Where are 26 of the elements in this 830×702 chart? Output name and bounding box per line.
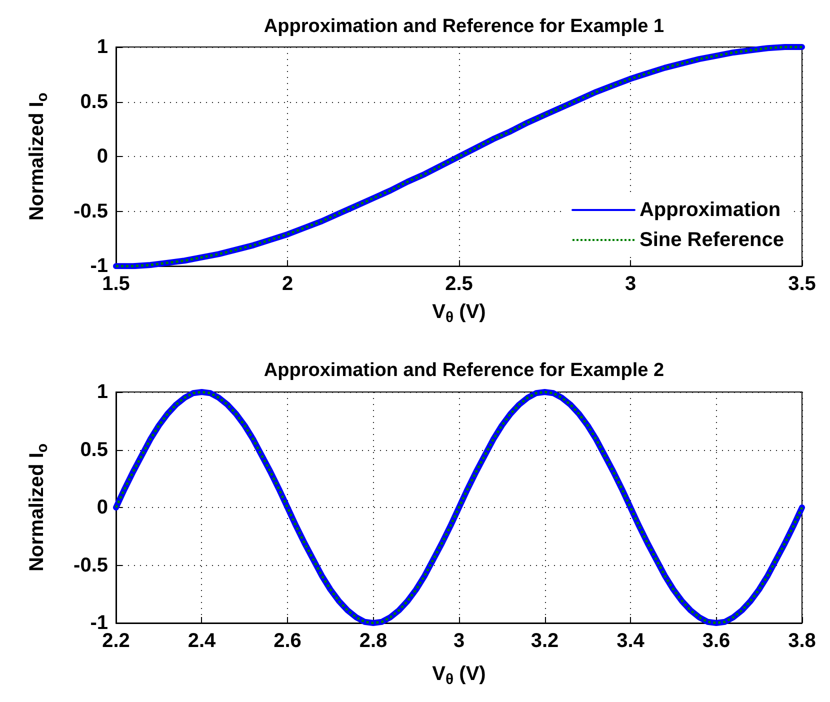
y-tick-label: 1	[96, 381, 108, 403]
chart-title: Approximation and Reference for Example 1	[264, 16, 665, 37]
legend-label: Approximation	[639, 199, 781, 221]
x-tick-label: 2.6	[274, 630, 302, 652]
x-tick-label: 3	[453, 630, 465, 652]
y-tick-label: 0	[96, 146, 108, 168]
x-tick-label: 2	[282, 273, 294, 296]
y-tick-label: -0.5	[74, 554, 108, 576]
x-tick-label: 3	[624, 273, 636, 296]
x-tick-label: 3.2	[530, 630, 559, 652]
y-axis-title: Normalized Io	[26, 92, 51, 221]
x-tick-label: 2.4	[188, 630, 217, 652]
x-tick-label: 2.5	[445, 273, 473, 296]
x-tick-label: 3.5	[788, 273, 816, 296]
y-axis-title: Normalized Io	[26, 443, 51, 572]
y-tick-label: 0	[96, 496, 108, 518]
x-tick-label: 3.4	[616, 630, 646, 652]
y-tick-label: 0.5	[80, 438, 108, 461]
x-tick-label: 2.8	[359, 630, 388, 652]
legend-label: Sine Reference	[639, 229, 784, 251]
y-tick-label: 0.5	[80, 90, 108, 113]
chart-title: Approximation and Reference for Example 2	[264, 360, 664, 381]
x-tick-label: 3.6	[702, 630, 730, 652]
y-tick-label: 1	[96, 36, 108, 58]
x-tick-label: 3.8	[788, 630, 816, 652]
y-tick-label: -0.5	[74, 200, 108, 222]
